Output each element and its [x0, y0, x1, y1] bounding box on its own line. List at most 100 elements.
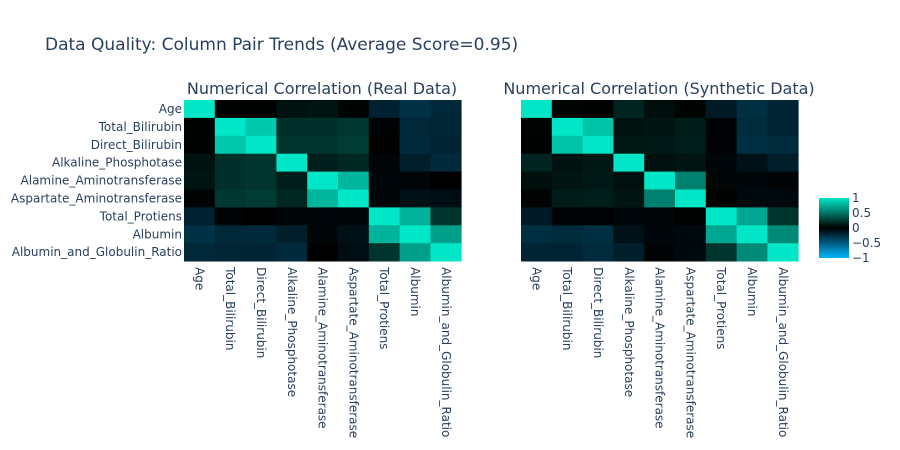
x-tick-label: Total_Protiens	[714, 266, 728, 349]
y-tick-label: Age	[159, 102, 182, 116]
heatmap-cell	[184, 135, 216, 155]
heatmap-cell	[675, 171, 707, 190]
heatmap-cell	[307, 189, 339, 208]
y-tick-label: Albumin	[133, 227, 182, 241]
x-tick-label: Total_Bilirubin	[560, 266, 574, 350]
colorbar-tick-label: −1	[852, 251, 870, 265]
heatmap-cell	[399, 171, 431, 190]
y-tick-label: Aspartate_Aminotransferase	[11, 191, 182, 205]
heatmap-real-y-axis: Age Total_Bilirubin Direct_Bilirubin Alkali…	[11, 102, 182, 259]
heatmap-cell	[368, 135, 400, 155]
heatmap-cell	[430, 153, 462, 172]
y-tick-label: Alkaline_Phosphotase	[52, 156, 182, 170]
heatmap-cell	[307, 135, 339, 155]
heatmap-cell	[276, 153, 308, 172]
heatmap-cell	[338, 207, 370, 226]
heatmap-cell	[582, 135, 614, 155]
heatmap-real-panel: Numerical Correlation (Real Data) Age Tot…	[11, 79, 462, 438]
x-tick-label: Albumin	[408, 267, 422, 316]
heatmap-cell	[551, 189, 583, 208]
heatmap-cell	[767, 153, 799, 172]
heatmap-cell	[705, 189, 737, 208]
heatmap-cell	[644, 207, 676, 226]
heatmap-cell	[736, 117, 768, 137]
heatmap-cell	[767, 243, 799, 262]
heatmap-cell	[613, 117, 645, 137]
heatmap-cell	[214, 243, 246, 262]
heatmap-cell	[214, 207, 246, 226]
heatmap-cell	[675, 243, 707, 262]
heatmap-cell	[245, 225, 277, 244]
heatmap-cell	[307, 117, 339, 137]
colorbar-ticks: 10.50−0.5−1	[852, 191, 881, 265]
heatmap-cell	[767, 100, 799, 119]
heatmap-cell	[705, 153, 737, 172]
x-tick-label: Age	[192, 267, 206, 290]
heatmap-cell	[307, 207, 339, 226]
heatmap-cell	[644, 171, 676, 190]
heatmap-real-title: Numerical Correlation (Real Data)	[187, 79, 457, 98]
heatmap-cell	[644, 117, 676, 137]
heatmap-cell	[307, 243, 339, 262]
heatmap-cell	[245, 153, 277, 172]
heatmap-cell	[613, 100, 645, 119]
heatmap-cell	[276, 207, 308, 226]
heatmap-cell	[399, 189, 431, 208]
x-tick-label: Alkaline_Phosphotase	[285, 267, 299, 397]
heatmap-cell	[368, 225, 400, 244]
heatmap-cell	[184, 225, 216, 244]
heatmap-cell	[551, 135, 583, 155]
x-tick-label: Alamine_Aminotransferase	[653, 267, 667, 428]
heatmap-real-x-axis: Age Total_Bilirubin Direct_Bilirubin Alkali…	[192, 266, 452, 438]
colorbar-tick-label: 0.5	[852, 206, 871, 220]
heatmap-cell	[582, 171, 614, 190]
heatmap-cell	[276, 135, 308, 155]
heatmap-cell	[368, 171, 400, 190]
heatmap-cell	[675, 225, 707, 244]
heatmap-cell	[245, 207, 277, 226]
heatmap-cell	[184, 100, 216, 119]
heatmap-cell	[705, 171, 737, 190]
heatmap-cell	[214, 189, 246, 208]
heatmap-cell	[613, 171, 645, 190]
heatmap-cell	[767, 207, 799, 226]
heatmap-cell	[551, 117, 583, 137]
x-tick-label: Total_Bilirubin	[223, 266, 237, 350]
heatmap-cell	[184, 171, 216, 190]
x-tick-label: Albumin_and_Globulin_Ratio	[776, 267, 790, 437]
heatmap-cell	[214, 117, 246, 137]
heatmap-cell	[613, 207, 645, 226]
heatmap-cell	[644, 153, 676, 172]
heatmap-cell	[338, 171, 370, 190]
heatmap-cell	[736, 100, 768, 119]
heatmap-cell	[430, 135, 462, 155]
heatmap-cell	[582, 207, 614, 226]
heatmap-cell	[338, 100, 370, 119]
heatmap-cell	[214, 171, 246, 190]
heatmap-cell	[430, 189, 462, 208]
heatmap-cell	[184, 117, 216, 137]
heatmap-cell	[521, 100, 553, 119]
heatmap-cell	[214, 153, 246, 172]
x-tick-label: Alamine_Aminotransferase	[316, 267, 330, 428]
heatmap-cell	[307, 225, 339, 244]
heatmap-cell	[521, 189, 553, 208]
heatmap-cell	[736, 189, 768, 208]
heatmap-cell	[399, 225, 431, 244]
y-tick-label: Albumin_and_Globulin_Ratio	[12, 245, 182, 259]
heatmap-cell	[736, 243, 768, 262]
heatmap-cell	[521, 153, 553, 172]
heatmap-cell	[338, 153, 370, 172]
x-tick-label: Age	[529, 267, 543, 290]
heatmap-cell	[338, 135, 370, 155]
x-tick-label: Total_Protiens	[377, 266, 391, 349]
colorbar-tick-label: 1	[852, 191, 860, 205]
heatmap-cell	[245, 171, 277, 190]
heatmap-cell	[767, 117, 799, 137]
heatmap-cell	[521, 207, 553, 226]
heatmap-cell	[307, 100, 339, 119]
x-tick-label: Aspartate_Aminotransferase	[346, 267, 360, 438]
x-tick-label: Alkaline_Phosphotase	[622, 267, 636, 397]
heatmap-cell	[276, 117, 308, 137]
heatmap-cell	[551, 100, 583, 119]
